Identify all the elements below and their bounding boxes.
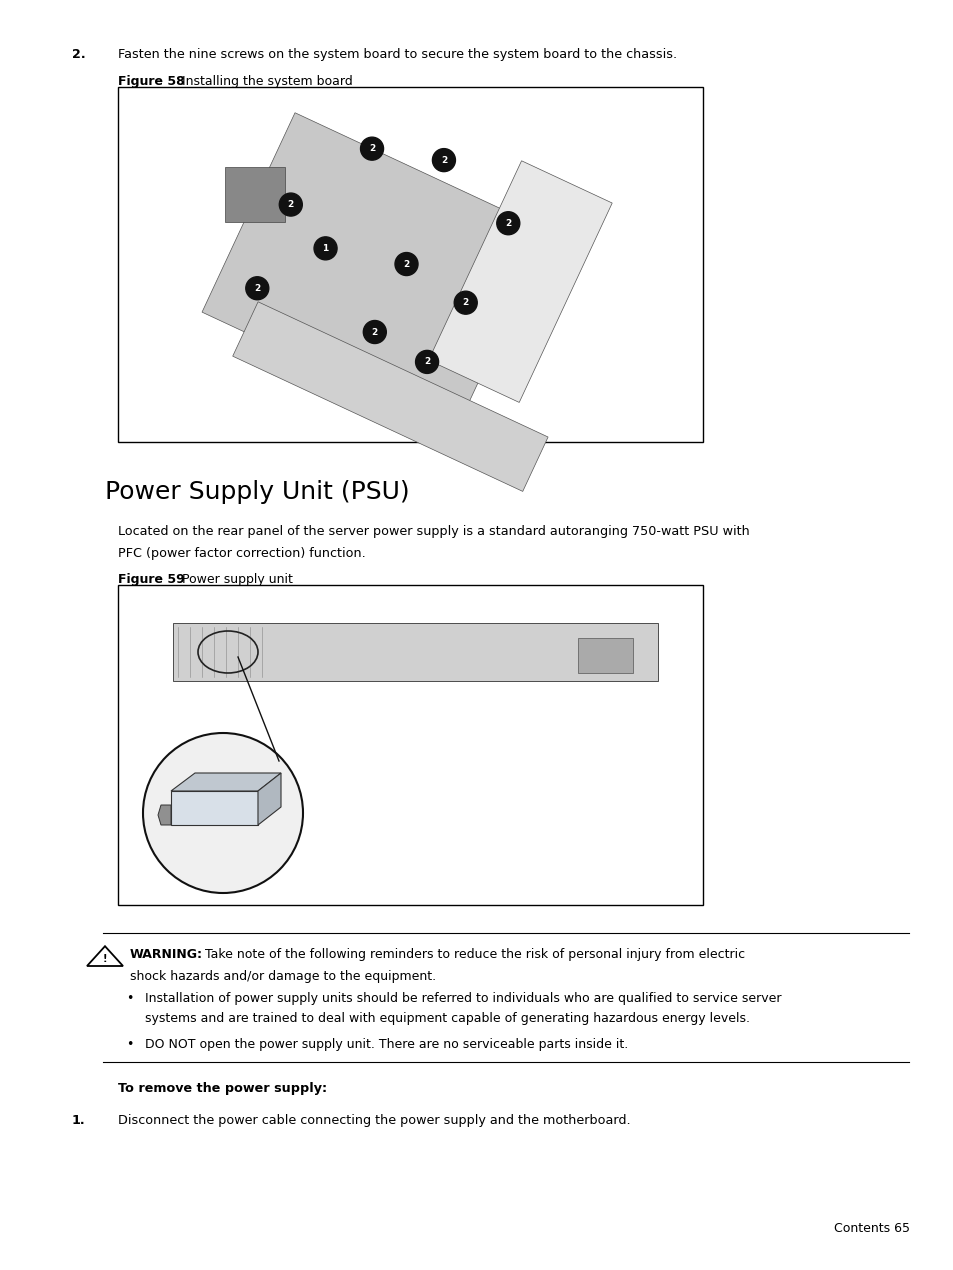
Polygon shape [428, 161, 612, 403]
Text: Installation of power supply units should be referred to individuals who are qua: Installation of power supply units shoul… [145, 992, 781, 1005]
Polygon shape [87, 946, 123, 966]
Polygon shape [158, 805, 171, 826]
Text: shock hazards and/or damage to the equipment.: shock hazards and/or damage to the equip… [130, 970, 436, 983]
Circle shape [279, 193, 302, 216]
Text: 2: 2 [462, 298, 468, 307]
Text: systems and are trained to deal with equipment capable of generating hazardous e: systems and are trained to deal with equ… [145, 1012, 749, 1025]
Text: 2: 2 [440, 156, 447, 165]
Bar [118, 585, 702, 906]
Text: •: • [126, 992, 133, 1005]
Circle shape [360, 137, 383, 160]
Text: Fasten the nine screws on the system board to secure the system board to the cha: Fasten the nine screws on the system boa… [118, 48, 677, 61]
Circle shape [395, 253, 417, 276]
Text: WARNING:: WARNING: [130, 947, 203, 961]
Text: 2: 2 [372, 328, 377, 337]
Circle shape [246, 277, 269, 300]
Text: Contents 65: Contents 65 [833, 1222, 909, 1234]
Circle shape [416, 351, 438, 373]
Circle shape [497, 212, 519, 235]
Text: DO NOT open the power supply unit. There are no serviceable parts inside it.: DO NOT open the power supply unit. There… [145, 1038, 628, 1052]
Text: Take note of the following reminders to reduce the risk of personal injury from : Take note of the following reminders to … [201, 947, 744, 961]
Text: Power Supply Unit (PSU): Power Supply Unit (PSU) [105, 480, 409, 504]
Text: 2: 2 [403, 259, 409, 268]
Circle shape [314, 237, 336, 260]
Text: PFC (power factor correction) function.: PFC (power factor correction) function. [118, 547, 365, 560]
Text: 2: 2 [288, 201, 294, 210]
Text: 2: 2 [423, 357, 430, 367]
Text: •: • [126, 1038, 133, 1052]
Text: Figure 59: Figure 59 [118, 573, 185, 585]
Polygon shape [233, 302, 548, 491]
Text: To remove the power supply:: To remove the power supply: [118, 1082, 327, 1095]
Bar [118, 88, 702, 442]
Text: 2: 2 [369, 145, 375, 154]
Circle shape [143, 733, 303, 893]
Polygon shape [257, 773, 281, 826]
Text: 1: 1 [322, 244, 329, 253]
Text: 1.: 1. [71, 1114, 86, 1126]
Text: 2.: 2. [71, 48, 86, 61]
Text: !: ! [103, 954, 107, 964]
Polygon shape [202, 113, 548, 431]
Polygon shape [171, 773, 281, 791]
Bar [225, 166, 285, 221]
Circle shape [454, 291, 476, 314]
Circle shape [363, 320, 386, 343]
Bar [172, 624, 658, 681]
Text: 2: 2 [253, 283, 260, 293]
Text: Disconnect the power cable connecting the power supply and the motherboard.: Disconnect the power cable connecting th… [118, 1114, 630, 1126]
Text: Power supply unit: Power supply unit [178, 573, 293, 585]
Bar [578, 638, 633, 673]
Text: Installing the system board: Installing the system board [178, 75, 353, 88]
Text: 2: 2 [505, 218, 511, 227]
Text: Figure 58: Figure 58 [118, 75, 185, 88]
Circle shape [432, 149, 455, 171]
Polygon shape [171, 791, 257, 826]
Text: Located on the rear panel of the server power supply is a standard autoranging 7: Located on the rear panel of the server … [118, 525, 749, 538]
